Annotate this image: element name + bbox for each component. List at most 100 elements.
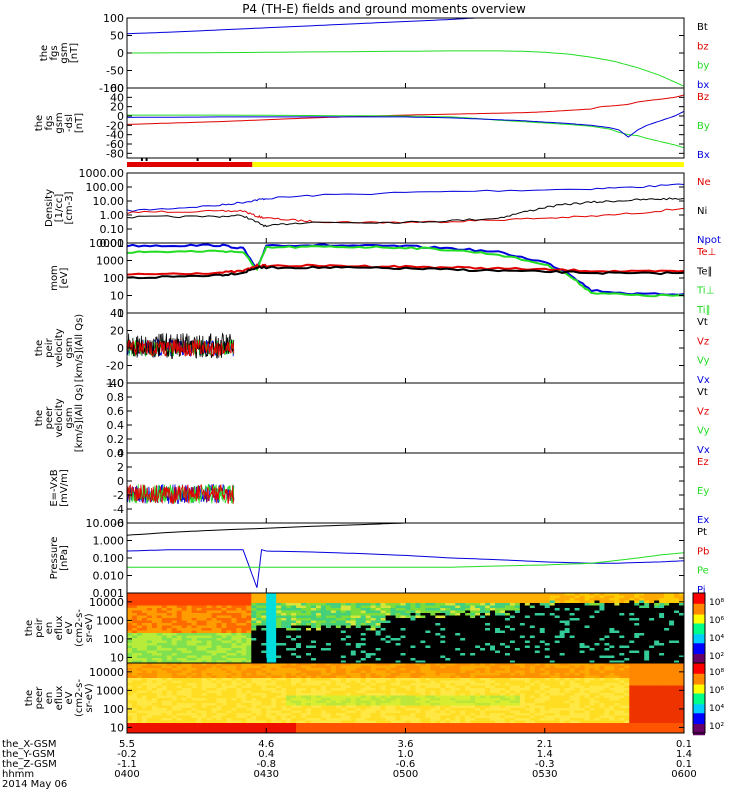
panel-frame xyxy=(126,522,685,594)
series-by-line xyxy=(127,50,684,87)
y-axis-label: the xyxy=(34,340,45,356)
legend-label: Pb xyxy=(697,546,709,557)
y-axis-label: eflux xyxy=(54,686,65,711)
y-tick-label: -4 xyxy=(113,503,124,516)
y-axis-label: eV xyxy=(64,691,75,704)
y-tick-label: 4 xyxy=(117,447,124,460)
y-axis-label: fgs xyxy=(49,45,60,60)
y-axis-label: [mV/m] xyxy=(59,469,70,507)
footer-value: -1.1 xyxy=(117,759,137,770)
footer-value: 0430 xyxy=(254,769,279,780)
noise-traces xyxy=(126,332,235,360)
y-axis-label: eV xyxy=(64,621,75,634)
y-tick-label: 1.000 xyxy=(93,535,125,548)
footer-value: 5.5 xyxy=(119,739,135,750)
y-tick-label: 0 xyxy=(117,47,124,60)
y-axis-label: [nT] xyxy=(74,113,85,133)
legend-label: Vt xyxy=(697,317,708,328)
legend-label: bx xyxy=(697,80,709,91)
y-tick-label: 10 xyxy=(110,290,124,303)
footer-row-label: hhmm xyxy=(2,769,34,780)
footer-value: 0500 xyxy=(393,769,418,780)
legend-label: Pe xyxy=(697,566,709,577)
legend-label: Ne xyxy=(697,177,711,188)
y-tick-label: 0.0 xyxy=(107,447,125,460)
legend-label: Ez xyxy=(697,457,709,468)
footer-value: 0400 xyxy=(114,769,139,780)
y-axis-label: [nPa] xyxy=(59,545,70,571)
series-tek-line xyxy=(127,265,684,280)
y-axis-label: E=-VxB xyxy=(49,469,60,506)
series-bz-line xyxy=(127,94,684,125)
series-npot-line xyxy=(127,183,684,212)
footer-value: 0.4 xyxy=(258,749,274,760)
y-axis-label: [cm-3] xyxy=(64,191,75,224)
y-tick-label: 10 xyxy=(110,651,124,664)
y-axis-label: the xyxy=(34,115,45,131)
spectrogram-ion xyxy=(127,593,684,663)
y-tick-label: 0.4 xyxy=(107,419,125,432)
y-axis-label: mom xyxy=(49,265,60,291)
footer-row-label: the_Z-GSM xyxy=(2,759,57,770)
series-pt-line xyxy=(127,523,423,536)
y-axis-label: [eV] xyxy=(59,268,70,289)
y-tick-label: -100 xyxy=(99,82,124,95)
y-tick-label: -20 xyxy=(106,360,124,373)
legend-label: Vy xyxy=(697,426,710,437)
legend-label: Pt xyxy=(697,527,707,538)
y-tick-label: 100 xyxy=(103,12,124,25)
y-tick-label: 40 xyxy=(110,91,124,104)
noise-traces xyxy=(126,483,235,505)
footer-value: 0530 xyxy=(532,769,557,780)
y-tick-label: 0.10 xyxy=(100,223,125,236)
y-tick-label: -40 xyxy=(106,377,124,390)
y-axis-label: the xyxy=(24,620,35,636)
y-axis-label: en xyxy=(44,622,55,635)
colorbar-label: 10⁴ xyxy=(709,704,724,714)
y-axis-label: peer xyxy=(34,686,45,710)
colorbar-label: 10⁶ xyxy=(709,616,724,626)
footer-value: 1.4 xyxy=(537,749,553,760)
y-axis-label: [km/s](All Qs) xyxy=(74,314,85,382)
y-tick-label: 100 xyxy=(103,703,124,716)
series-tig-line xyxy=(127,245,684,298)
legend-label: Ey xyxy=(697,486,709,497)
y-axis-label: (cm2-s- xyxy=(74,609,85,647)
panel-8: 10.000 1.000 0.100 0.010 0.001 Pressure [nPa] P… xyxy=(49,517,709,600)
y-axis-label: the xyxy=(34,410,45,426)
colorbar-label: 10⁴ xyxy=(709,634,724,644)
legend-label: Vx xyxy=(697,445,710,456)
y-axis-label: velocity xyxy=(54,328,65,367)
chart-title: P4 (TH-E) fields and ground moments over… xyxy=(242,2,526,16)
series-ti-line xyxy=(127,243,684,296)
y-axis-label: peir xyxy=(34,617,45,637)
footer-value: 0.1 xyxy=(676,739,692,750)
y-tick-label: 60 xyxy=(110,82,124,95)
legend-label: By xyxy=(697,121,710,132)
footer-date: 2014 May 06 xyxy=(2,779,67,790)
y-axis-label: -dsl xyxy=(64,114,75,132)
legend-label: Ti∥ xyxy=(696,305,711,316)
footer-value: 4.6 xyxy=(258,739,274,750)
panel-frame xyxy=(126,242,685,314)
y-axis-label: the xyxy=(39,45,50,61)
series-pi-line xyxy=(127,549,684,588)
footer-value: -0.2 xyxy=(117,749,137,760)
footer-value: 2.1 xyxy=(537,739,553,750)
y-axis-label: (cm2-s- xyxy=(74,679,85,717)
y-tick-label: -6 xyxy=(113,517,124,530)
y-axis-label: peer xyxy=(44,406,55,430)
colorbar: 10⁸ 10⁶ 10⁴ 10² xyxy=(692,662,724,736)
y-tick-label: 0.2 xyxy=(107,433,125,446)
y-tick-label: 0 xyxy=(117,342,124,355)
y-tick-label: 1000 xyxy=(96,684,124,697)
legend-label: Te∥ xyxy=(696,266,713,277)
panel-4: 10000 1000 100 10 1 mom [eV] Te⊥ Te∥ Ti⊥ Ti∥ xyxy=(49,237,716,320)
legend-label: Ti⊥ xyxy=(696,286,714,297)
legend-label: Npot xyxy=(697,235,721,246)
legend-label: Ex xyxy=(697,515,709,526)
y-tick-label: 100 xyxy=(103,633,124,646)
legend-label: Vt xyxy=(697,387,708,398)
